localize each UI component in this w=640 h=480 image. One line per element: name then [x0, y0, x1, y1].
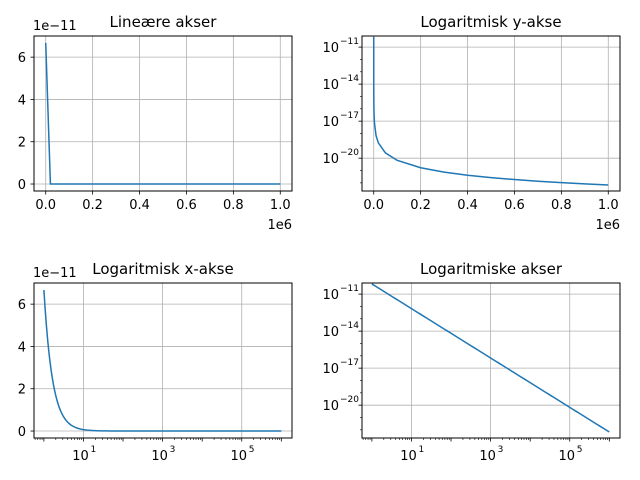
y-tick-exponent: −17 [340, 358, 359, 368]
x-tick-exponent: 1 [90, 445, 96, 455]
x-tick-label: 0.4 [457, 198, 478, 213]
subplot-title: Logaritmisk y-akse [420, 13, 561, 31]
axes-frame [361, 35, 621, 192]
axes-frame [33, 282, 293, 439]
y-tick-label: 10 [322, 78, 339, 93]
x-tick-label: 0.6 [504, 198, 525, 213]
x-tick-label: 10 [151, 449, 168, 464]
y-offset-label: 1e−11 [33, 19, 77, 34]
y-tick-label: 10 [322, 288, 339, 303]
x-tick-label: 10 [558, 449, 575, 464]
x-tick-label: 0.0 [363, 198, 384, 213]
y-tick-label: 2 [18, 136, 26, 151]
x-tick-label: 0.8 [223, 198, 244, 213]
x-tick-label: 0.6 [176, 198, 197, 213]
x-tick-exponent: 3 [498, 445, 504, 455]
y-tick-label: 10 [322, 399, 339, 414]
y-tick-label: 10 [322, 152, 339, 167]
grid [34, 283, 292, 438]
series-line [43, 289, 282, 432]
x-tick-label: 10 [479, 449, 496, 464]
series-line [371, 283, 610, 433]
y-tick-label: 2 [18, 383, 26, 398]
x-tick-exponent: 5 [249, 445, 255, 455]
y-offset-label: 1e−11 [33, 266, 77, 281]
x-tick-label: 0.0 [35, 198, 56, 213]
subplot-title: Logaritmisk x-akse [92, 260, 233, 278]
axes-frame [33, 35, 293, 192]
x-tick-label: 10 [400, 449, 417, 464]
x-tick-label: 10 [230, 449, 247, 464]
y-tick-label: 6 [18, 51, 26, 66]
x-tick-label: 1.0 [598, 198, 619, 213]
grid [362, 283, 620, 438]
x-tick-exponent: 1 [418, 445, 424, 455]
y-tick-exponent: −11 [340, 284, 359, 294]
y-tick-label: 0 [18, 425, 26, 440]
x-tick-label: 1.0 [270, 198, 291, 213]
x-tick-exponent: 3 [170, 445, 176, 455]
subplot-title: Logaritmiske akser [420, 260, 563, 278]
y-tick-label: 0 [18, 178, 26, 193]
subplot-title: Lineære akser [110, 13, 218, 31]
y-tick-exponent: −20 [340, 395, 359, 405]
y-tick-exponent: −20 [340, 148, 359, 158]
axes-frame [361, 282, 621, 439]
x-offset-label: 1e6 [595, 218, 620, 233]
y-tick-label: 10 [322, 362, 339, 377]
x-tick-exponent: 5 [577, 445, 583, 455]
x-tick-label: 0.2 [410, 198, 431, 213]
y-tick-exponent: −14 [340, 321, 359, 331]
y-tick-label: 10 [322, 325, 339, 340]
x-tick-label: 0.2 [82, 198, 103, 213]
y-tick-exponent: −17 [340, 111, 359, 121]
y-tick-label: 10 [322, 115, 339, 130]
y-tick-exponent: −11 [340, 37, 359, 47]
y-tick-label: 6 [18, 298, 26, 313]
y-tick-label: 4 [18, 340, 26, 355]
x-offset-label: 1e6 [267, 218, 292, 233]
series-line [372, 36, 609, 186]
y-tick-label: 4 [18, 93, 26, 108]
y-tick-label: 10 [322, 41, 339, 56]
x-tick-label: 0.4 [129, 198, 150, 213]
y-tick-exponent: −14 [340, 74, 359, 84]
ticks: 0.0 0.2 0.4 0.6 0.8 1.0 0 2 4 6 [18, 51, 291, 213]
subplot-linear-axes: 0.0 0.2 0.4 0.6 0.8 1.0 0 2 4 6 Lineære akser 1e6… [18, 13, 293, 233]
series-line [44, 42, 281, 185]
x-tick-label: 0.8 [551, 198, 572, 213]
x-tick-label: 10 [72, 449, 89, 464]
